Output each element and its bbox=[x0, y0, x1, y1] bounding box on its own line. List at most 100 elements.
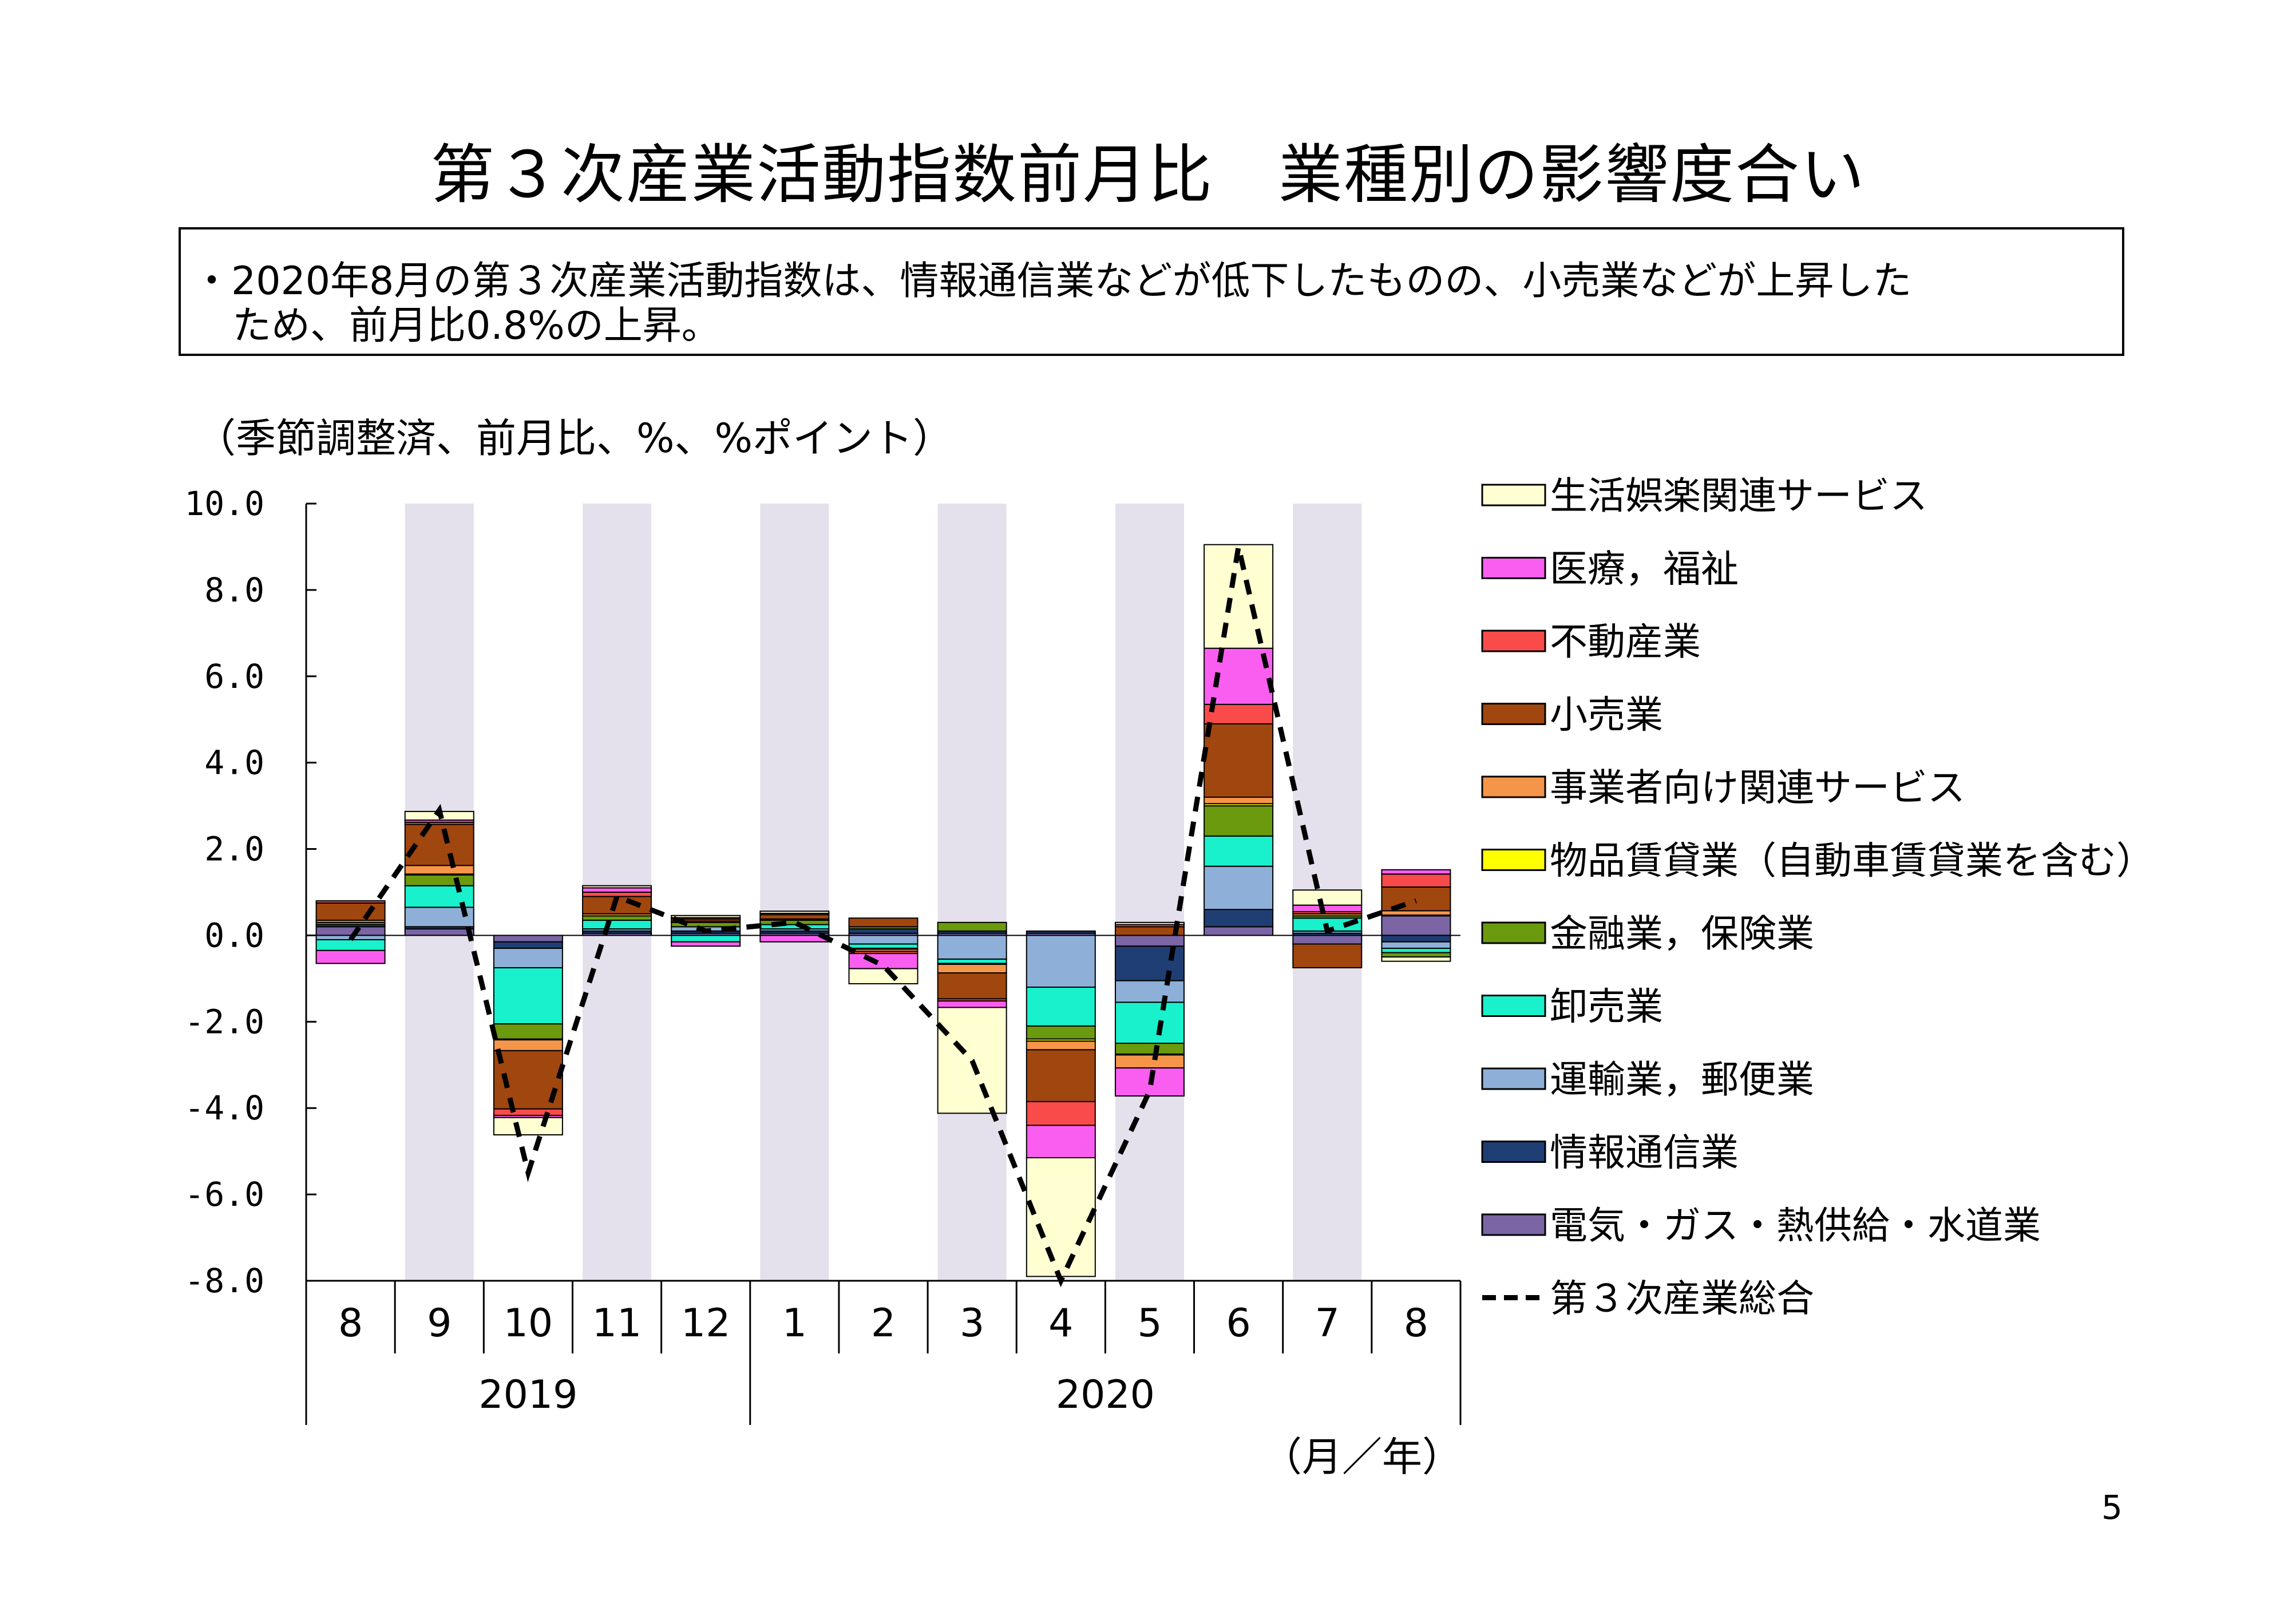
bar-segment bbox=[582, 885, 652, 889]
bar-segment bbox=[1026, 986, 1096, 1027]
y-tick-label: 8.0 bbox=[204, 571, 264, 609]
bar-segment bbox=[1026, 1025, 1096, 1040]
bar-segment bbox=[404, 928, 474, 936]
bar-segment bbox=[1381, 910, 1451, 916]
y-tick-label: -6.0 bbox=[184, 1175, 264, 1214]
bar-segment bbox=[1114, 1054, 1185, 1069]
legend-label: 第３次産業総合 bbox=[1550, 1277, 1814, 1321]
legend-swatch bbox=[1481, 1067, 1546, 1090]
month-label: 7 bbox=[1315, 1301, 1340, 1346]
total-line bbox=[348, 546, 1417, 1288]
legend-swatch bbox=[1481, 775, 1546, 798]
bar-segment bbox=[1381, 952, 1451, 958]
legend-swatch bbox=[1481, 630, 1546, 652]
bar-segment bbox=[1204, 805, 1274, 837]
bar-segment bbox=[1204, 926, 1274, 936]
month-label: 1 bbox=[782, 1301, 807, 1346]
bar-segment bbox=[582, 887, 652, 893]
legend-swatch bbox=[1481, 557, 1546, 579]
bar-segment bbox=[315, 902, 386, 921]
bar-segment bbox=[937, 1007, 1007, 1114]
y-tick-label: -4.0 bbox=[184, 1088, 264, 1127]
bar-segment bbox=[937, 935, 1007, 960]
bar-segment bbox=[1204, 909, 1274, 928]
bar-segment bbox=[759, 920, 830, 925]
bar-segment bbox=[1381, 956, 1451, 962]
month-label: 8 bbox=[1404, 1301, 1428, 1346]
bar-segment bbox=[493, 1039, 563, 1051]
legend-swatch bbox=[1481, 921, 1546, 944]
shade-band bbox=[1115, 504, 1184, 1281]
bar-segment bbox=[493, 967, 563, 1025]
legend-label: 物品賃貸業（自動車賃貸業を含む） bbox=[1550, 839, 2154, 883]
month-label: 6 bbox=[1226, 1301, 1250, 1346]
bar-segment bbox=[315, 949, 386, 964]
bar-segment bbox=[1026, 1157, 1096, 1277]
legend-label: 医療，福祉 bbox=[1550, 547, 1739, 591]
legend-label: 事業者向け関連サービス bbox=[1550, 766, 1965, 810]
bar-segment bbox=[1381, 873, 1451, 888]
bar-segment bbox=[1292, 904, 1363, 912]
bar-segment bbox=[1026, 1040, 1096, 1051]
bar-segment bbox=[493, 1117, 563, 1135]
legend-label: 電気・ガス・熱供給・水道業 bbox=[1550, 1204, 2041, 1248]
legend-label: 小売業 bbox=[1550, 693, 1663, 737]
bar-segment bbox=[1204, 865, 1274, 911]
y-tick-label: -8.0 bbox=[184, 1261, 264, 1300]
bar-segment bbox=[1292, 889, 1363, 906]
bar-segment bbox=[1381, 941, 1451, 949]
bar-segment bbox=[848, 968, 919, 984]
bar-segment bbox=[848, 917, 919, 928]
bar-segment bbox=[1114, 921, 1185, 925]
bar-segment bbox=[1026, 935, 1096, 988]
legend-swatch bbox=[1481, 849, 1546, 871]
bar-segment bbox=[671, 915, 741, 919]
y-tick-label: 2.0 bbox=[204, 830, 264, 869]
bar-segment bbox=[1381, 935, 1451, 943]
bar-segment bbox=[1204, 797, 1274, 805]
bar-segment bbox=[493, 948, 563, 969]
bar-segment bbox=[848, 953, 919, 969]
bar-segment bbox=[671, 941, 741, 947]
year-label-2020: 2020 bbox=[1056, 1372, 1155, 1418]
bar-segment bbox=[1026, 1125, 1096, 1158]
legend-swatch bbox=[1481, 1213, 1546, 1236]
y-tick-label: 6.0 bbox=[204, 657, 264, 696]
bar-segment bbox=[1292, 943, 1363, 969]
shade-band bbox=[760, 504, 829, 1281]
bar-segment bbox=[493, 941, 563, 949]
bar-segment bbox=[848, 928, 919, 934]
legend-swatch bbox=[1481, 1141, 1546, 1163]
bar-segment bbox=[1292, 935, 1363, 945]
bar-segment bbox=[848, 935, 919, 945]
bar-segment bbox=[1026, 1101, 1096, 1126]
y-tick-label: 0.0 bbox=[204, 916, 264, 955]
shade-band bbox=[937, 504, 1007, 1281]
month-label: 10 bbox=[504, 1301, 553, 1346]
bar-segment bbox=[1114, 1001, 1185, 1044]
bar-segment bbox=[937, 958, 1007, 964]
bar-segment bbox=[1204, 703, 1274, 725]
bar-segment bbox=[671, 935, 741, 943]
bar-segment bbox=[937, 972, 1007, 1000]
page-title: 第３次産業活動指数前月比 業種別の影響度合い bbox=[430, 138, 1866, 212]
bar-segment bbox=[848, 943, 919, 949]
bar-segment bbox=[759, 914, 830, 920]
legend-label: 情報通信業 bbox=[1550, 1131, 1739, 1175]
month-label: 3 bbox=[960, 1301, 984, 1346]
bar-segment bbox=[493, 1108, 563, 1117]
year-label-2019: 2019 bbox=[478, 1372, 577, 1418]
y-tick-label: 4.0 bbox=[204, 743, 264, 782]
bar-segment bbox=[315, 939, 386, 951]
legend-swatch bbox=[1481, 995, 1546, 1017]
bar-segment bbox=[404, 865, 474, 875]
month-label: 5 bbox=[1137, 1301, 1162, 1346]
legend-swatch bbox=[1481, 484, 1546, 506]
bar-segment bbox=[937, 1000, 1007, 1008]
month-label: 2 bbox=[871, 1301, 896, 1346]
month-label: 8 bbox=[338, 1301, 363, 1346]
bar-segment bbox=[1114, 1043, 1185, 1055]
bar-segment bbox=[315, 926, 386, 936]
bar-segment bbox=[582, 915, 652, 921]
